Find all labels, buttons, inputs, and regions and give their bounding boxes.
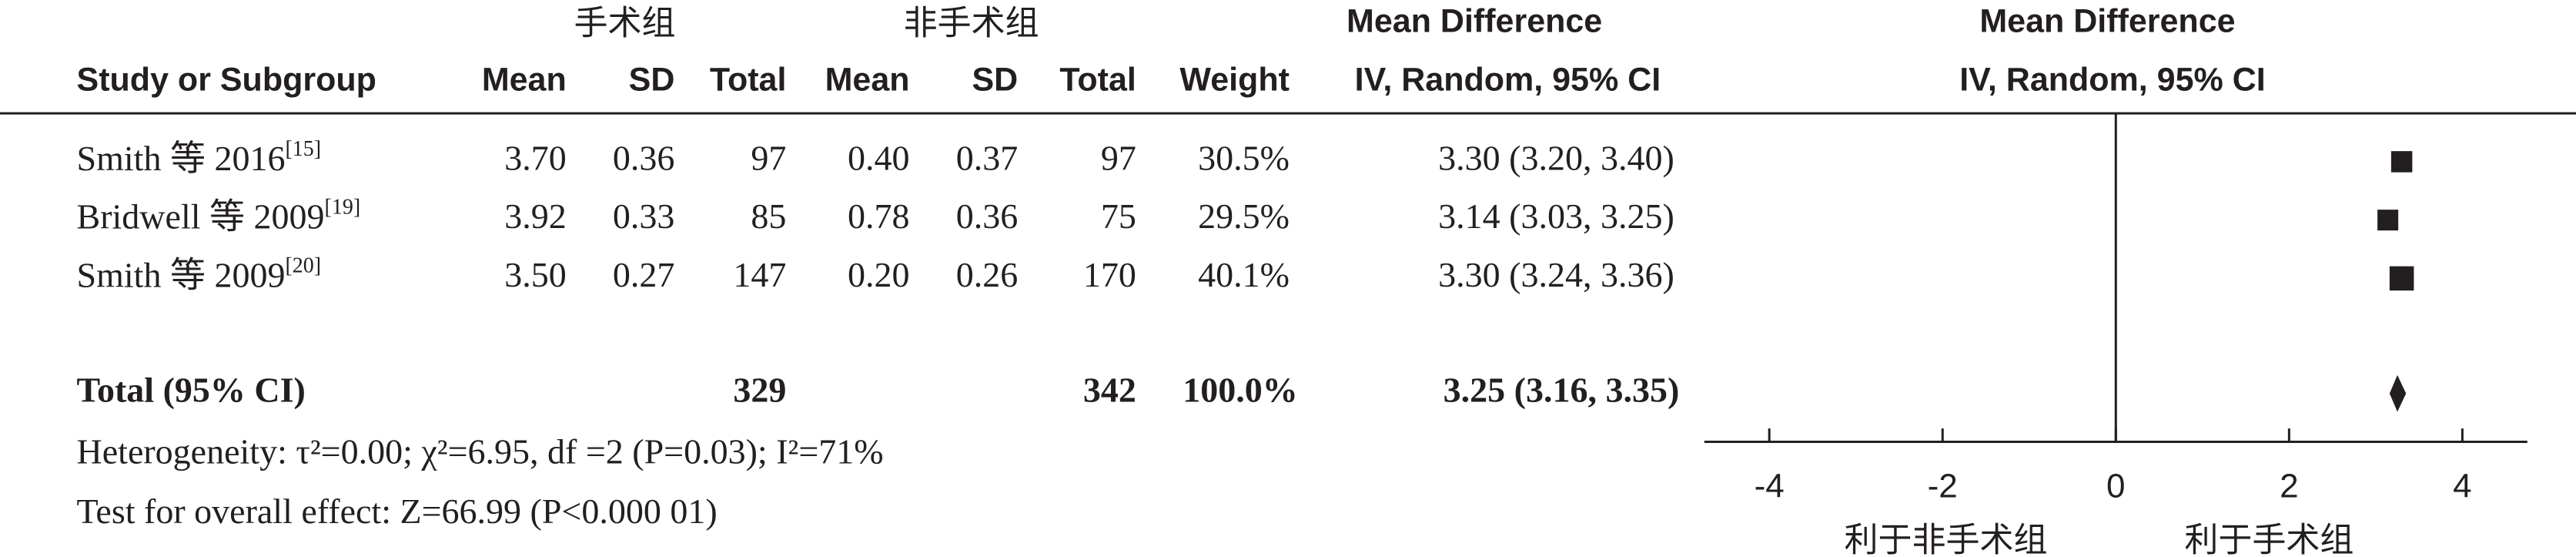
study-reference: [20]: [285, 254, 321, 278]
study-label: Bridwell 等 2009: [77, 196, 325, 236]
column-header: Weight: [1179, 61, 1290, 98]
study-name: Bridwell 等 2009[19]: [77, 196, 361, 236]
table-cell: 147: [733, 255, 786, 294]
table-cell: 3.50: [504, 255, 567, 294]
study-label: Smith 等 2009: [77, 255, 286, 294]
x-tick-label: 2: [2280, 468, 2298, 505]
study-name: Smith 等 2009[20]: [77, 254, 322, 294]
table-cell: 0.40: [848, 138, 910, 177]
table-cell: 85: [751, 196, 786, 236]
table-cell: 0.33: [613, 196, 675, 236]
study-reference: [15]: [285, 137, 321, 161]
column-header: IV, Random, 95% CI: [1959, 61, 2265, 98]
table-cell: 75: [1101, 196, 1136, 236]
total-cell: 329: [733, 370, 786, 409]
total-ci: 3.25 (3.16, 3.35): [1444, 370, 1680, 409]
table-cell: 0.36: [956, 196, 1019, 236]
x-tick-label: 4: [2453, 468, 2471, 505]
table-cell: 170: [1083, 255, 1136, 294]
x-tick-label: 0: [2106, 468, 2125, 505]
table-cell: 0.36: [613, 138, 675, 177]
effect-marker: [2377, 210, 2399, 231]
column-header: SD: [629, 61, 675, 98]
effect-ci: 3.30 (3.24, 3.36): [1438, 255, 1674, 294]
table-cell: 3.70: [504, 138, 567, 177]
table-cell: 29.5%: [1198, 196, 1290, 236]
table-cell: 0.20: [848, 255, 910, 294]
column-header: Total: [710, 61, 787, 98]
favours-left: 利于非手术组: [1845, 520, 2048, 557]
effect-ci: 3.30 (3.20, 3.40): [1438, 138, 1674, 177]
study-label: Smith 等 2016: [77, 138, 286, 177]
table-cell: 40.1%: [1198, 255, 1290, 294]
effect-marker: [2389, 266, 2414, 291]
group-header: 手术组: [574, 3, 676, 42]
study-reference: [19]: [325, 196, 361, 220]
column-header: Total: [1059, 61, 1136, 98]
x-tick-label: -2: [1928, 468, 1958, 505]
x-tick-label: -4: [1755, 468, 1785, 505]
table-cell: 3.92: [504, 196, 567, 236]
column-header: Study or Subgroup: [77, 61, 376, 98]
table-cell: 0.27: [613, 255, 675, 294]
overall-effect: Test for overall effect: Z=66.99 (P<0.00…: [77, 492, 718, 531]
table-cell: 0.78: [848, 196, 910, 236]
column-header: Mean: [825, 61, 910, 98]
favours-right: 利于手术组: [2184, 520, 2354, 557]
group-header: 非手术组: [904, 3, 1039, 42]
column-header: SD: [972, 61, 1018, 98]
study-name: Smith 等 2016[15]: [77, 137, 322, 177]
table-cell: 0.37: [956, 138, 1019, 177]
effect-marker: [2390, 151, 2413, 173]
table-cell: 97: [1101, 138, 1136, 177]
group-header: Mean Difference: [1979, 3, 2235, 40]
total-cell: 342: [1083, 370, 1136, 409]
table-cell: 97: [751, 138, 786, 177]
group-header: Mean Difference: [1347, 3, 1602, 40]
column-header: Mean: [482, 61, 567, 98]
effect-ci: 3.14 (3.03, 3.25): [1438, 196, 1674, 236]
table-cell: 0.26: [956, 255, 1019, 294]
total-label: Total (95% CI): [77, 370, 306, 409]
column-header: IV, Random, 95% CI: [1355, 61, 1661, 98]
table-cell: 30.5%: [1198, 138, 1290, 177]
heterogeneity: Heterogeneity: τ²=0.00; χ²=6.95, df =2 (…: [77, 431, 884, 471]
total-diamond: [2389, 374, 2407, 412]
total-cell: 100.0%: [1183, 370, 1298, 409]
